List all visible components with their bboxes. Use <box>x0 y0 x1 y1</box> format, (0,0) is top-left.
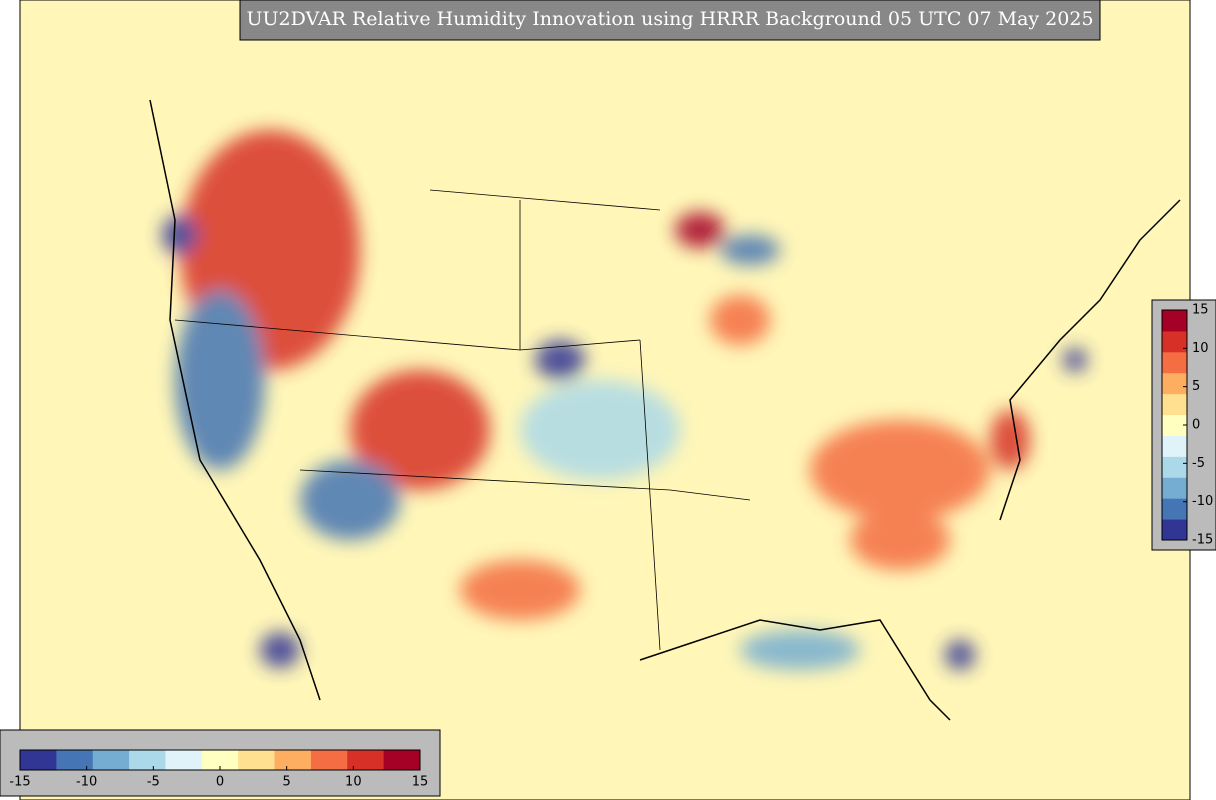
colorbar-tick-label: -10 <box>1192 494 1213 509</box>
colorbar-band <box>347 750 385 770</box>
colorbar-band <box>92 750 130 770</box>
colorbar-band <box>56 750 94 770</box>
colorbar-tick-label: 0 <box>1192 418 1200 433</box>
colorbar-tick-label: 5 <box>1192 379 1200 394</box>
colorbar-band <box>310 750 348 770</box>
colorbar-band <box>238 750 276 770</box>
colorbar-band <box>274 750 312 770</box>
colorbar-tick-label: -5 <box>147 775 160 790</box>
colorbar-tick-label: 15 <box>1192 303 1209 318</box>
colorbar-band <box>20 750 57 770</box>
colorbar-tick-label: -10 <box>76 775 97 790</box>
colorbar-tick-label: 10 <box>1192 341 1209 356</box>
colorbar-tick-label: -5 <box>1192 456 1205 471</box>
colorbar-tick-label: 15 <box>412 775 429 790</box>
colorbar-band <box>383 750 421 770</box>
colorbar-tick-label: 5 <box>283 775 291 790</box>
colorbar-band <box>1162 414 1187 436</box>
colorbar-band <box>165 750 203 770</box>
colorbar-tick-label: -15 <box>9 775 30 790</box>
colorbar-band <box>1162 351 1187 374</box>
colorbar-band <box>1162 330 1187 353</box>
colorbar-tick-label: -15 <box>1192 533 1213 548</box>
colorbar-band <box>1162 477 1187 499</box>
colorbar-band <box>129 750 166 770</box>
chart-title: UU2DVAR Relative Humidity Innovation usi… <box>246 8 1093 30</box>
title-box <box>239 0 1101 41</box>
colorbar-tick-label: 0 <box>216 775 224 790</box>
colorbar-band <box>1162 519 1187 541</box>
colorbar-band <box>1162 435 1187 457</box>
colorbar-band <box>1162 498 1187 520</box>
colorbar-band <box>1162 393 1187 416</box>
colorbar-band <box>1162 456 1187 478</box>
state-borders <box>174 189 751 651</box>
colorbar-band <box>1162 372 1187 395</box>
colorbar-tick-label: 10 <box>345 775 362 790</box>
field-texture <box>162 130 1087 670</box>
colorbar-band <box>201 750 239 770</box>
coastline <box>149 99 1181 721</box>
colorbar-band <box>1162 310 1187 332</box>
